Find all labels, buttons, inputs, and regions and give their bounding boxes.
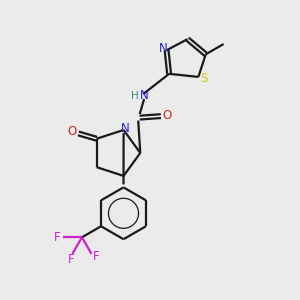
Text: F: F [54,231,60,244]
Text: F: F [68,253,74,266]
Text: H: H [130,91,138,100]
Text: F: F [93,250,99,263]
Text: N: N [159,42,167,55]
Text: S: S [200,72,207,85]
Text: N: N [140,89,148,102]
Text: N: N [121,122,129,135]
Text: O: O [67,125,76,139]
Text: O: O [163,109,172,122]
